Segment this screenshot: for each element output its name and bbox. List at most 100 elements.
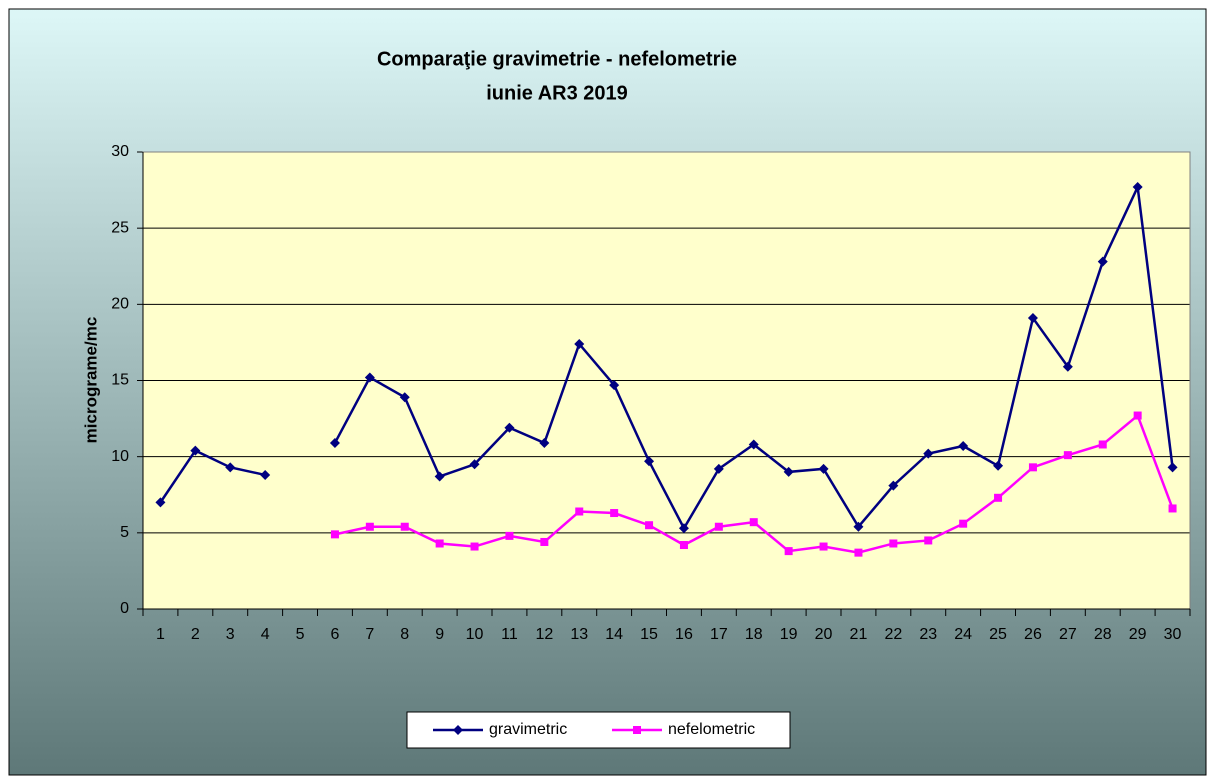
x-tick-label: 6: [330, 626, 339, 643]
x-tick-label: 24: [954, 626, 972, 643]
x-tick-label: 18: [745, 626, 763, 643]
legend-label: gravimetric: [489, 721, 567, 738]
x-tick-label: 21: [850, 626, 868, 643]
x-tick-label: 19: [780, 626, 798, 643]
data-point: [575, 507, 584, 516]
x-tick-label: 23: [919, 626, 937, 643]
x-tick-label: 4: [261, 626, 270, 643]
x-tick-label: 13: [570, 626, 588, 643]
data-point: [574, 338, 585, 349]
x-tick-label: 26: [1024, 626, 1042, 643]
data-point: [644, 456, 655, 467]
x-tick-label: 7: [365, 626, 374, 643]
data-point: [504, 422, 515, 433]
x-tick-label: 2: [191, 626, 200, 643]
data-point: [959, 519, 968, 528]
data-point: [400, 522, 409, 531]
data-point: [539, 437, 550, 448]
data-point: [225, 462, 236, 473]
data-point: [958, 441, 969, 452]
data-point: [678, 523, 689, 534]
y-tick-label: 25: [111, 219, 129, 236]
chart-subtitle: iunie AR3 2019: [486, 82, 628, 104]
x-tick-label: 14: [605, 626, 623, 643]
data-point: [1133, 411, 1142, 420]
data-point: [155, 497, 166, 508]
data-point: [1027, 313, 1038, 324]
y-tick-label: 15: [111, 372, 129, 389]
data-point: [505, 531, 514, 540]
data-point: [1097, 256, 1108, 267]
x-tick-label: 27: [1059, 626, 1077, 643]
data-point: [364, 372, 375, 383]
data-point: [784, 547, 793, 556]
data-point: [714, 522, 723, 531]
data-point: [1098, 440, 1107, 449]
x-tick-label: 16: [675, 626, 693, 643]
data-point: [1168, 504, 1177, 513]
legend-label: nefelometric: [668, 721, 755, 738]
data-point: [749, 518, 758, 527]
data-point: [190, 445, 201, 456]
data-point: [1028, 463, 1037, 472]
x-tick-label: 3: [226, 626, 235, 643]
x-tick-label: 11: [501, 626, 518, 643]
data-point: [610, 509, 619, 518]
data-point: [260, 469, 271, 480]
y-axis-label: micrograme/mc: [81, 317, 100, 444]
data-point: [924, 536, 933, 545]
data-point: [679, 541, 688, 550]
x-tick-label: 20: [815, 626, 833, 643]
data-point: [365, 522, 374, 531]
data-point: [923, 448, 934, 459]
data-point: [713, 463, 724, 474]
data-point: [854, 548, 863, 557]
data-point: [1167, 462, 1178, 473]
data-point: [888, 480, 899, 491]
data-point: [993, 460, 1004, 471]
y-tick-label: 0: [120, 600, 129, 617]
x-tick-label: 1: [156, 626, 165, 643]
data-point: [1132, 182, 1143, 193]
data-point: [819, 542, 828, 551]
data-point: [748, 439, 759, 450]
data-point: [1062, 361, 1073, 372]
data-point: [470, 542, 479, 551]
x-tick-label: 28: [1094, 626, 1112, 643]
y-tick-label: 10: [111, 448, 129, 465]
data-point: [469, 459, 480, 470]
data-point: [645, 521, 654, 530]
data-point: [399, 392, 410, 403]
legend-marker: [633, 726, 641, 734]
x-tick-label: 22: [884, 626, 902, 643]
x-tick-label: 12: [535, 626, 553, 643]
data-point: [330, 530, 339, 539]
x-tick-label: 15: [640, 626, 658, 643]
x-tick-label: 17: [710, 626, 728, 643]
data-point: [1063, 451, 1072, 460]
data-point: [853, 521, 864, 532]
x-tick-label: 10: [466, 626, 484, 643]
x-tick-label: 29: [1129, 626, 1147, 643]
x-tick-label: 5: [296, 626, 305, 643]
data-point: [329, 437, 340, 448]
legend-marker: [453, 725, 463, 735]
data-point: [994, 493, 1003, 502]
data-point: [609, 380, 620, 391]
y-tick-label: 5: [120, 524, 129, 541]
data-point: [783, 466, 794, 477]
data-point: [540, 537, 549, 546]
chart-title: Comparaţie gravimetrie - nefelometrie: [377, 48, 737, 70]
x-tick-label: 8: [400, 626, 409, 643]
data-point: [435, 539, 444, 548]
data-point: [818, 463, 829, 474]
data-point: [434, 471, 445, 482]
data-point: [889, 539, 898, 548]
x-tick-label: 9: [435, 626, 444, 643]
x-tick-label: 25: [989, 626, 1007, 643]
x-tick-label: 30: [1164, 626, 1182, 643]
y-tick-label: 30: [111, 143, 129, 160]
y-tick-label: 20: [111, 296, 129, 313]
